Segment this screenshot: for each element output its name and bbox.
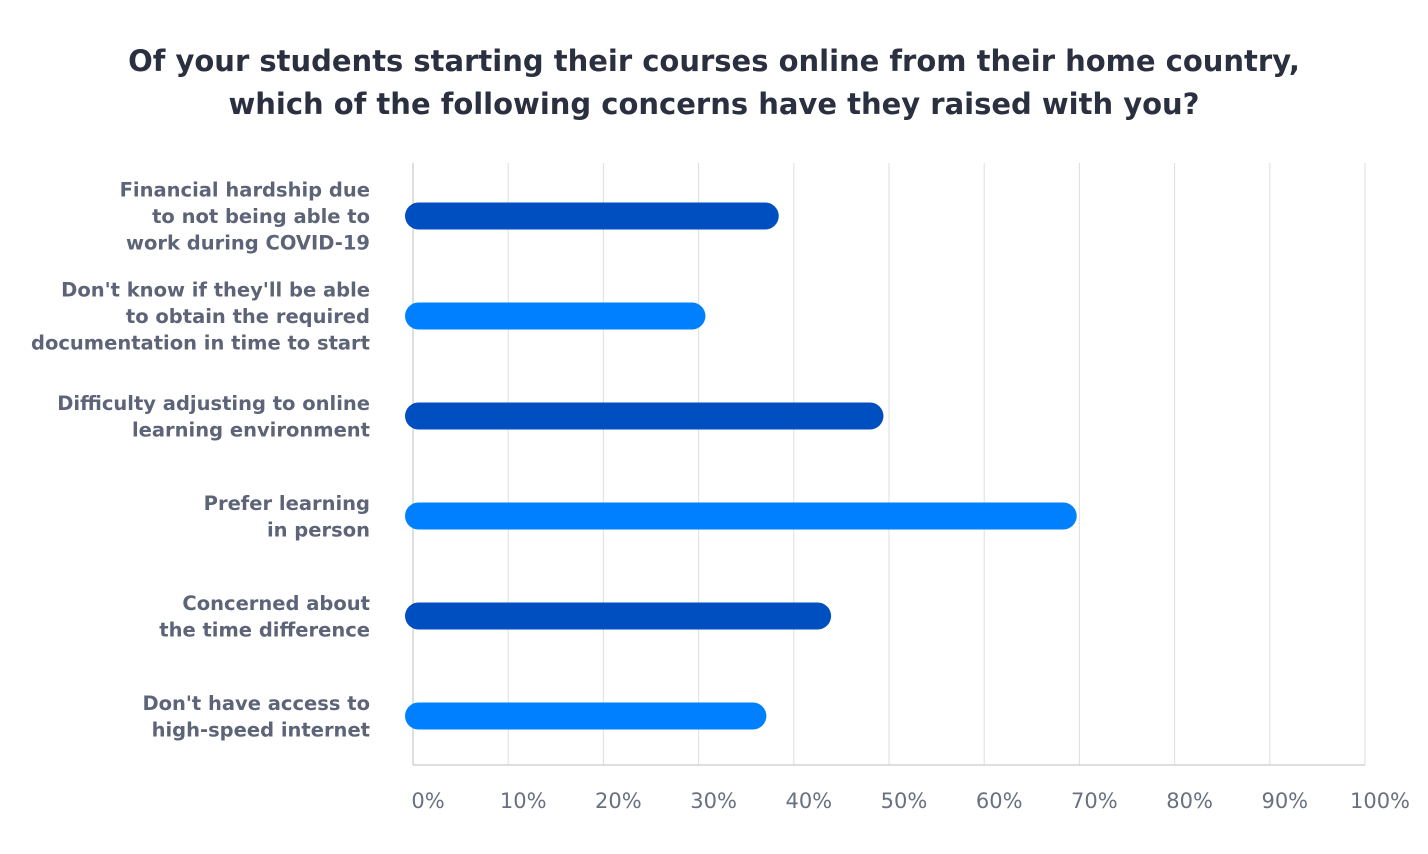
bar [405, 702, 767, 730]
x-tick-label: 20% [595, 789, 642, 813]
category-label: the time difference [159, 618, 370, 641]
category-label: Concerned about [182, 592, 370, 615]
category-label: high-speed internet [152, 718, 370, 741]
x-tick-labels: 0% 10% 20% 30% 40% 50% 60% 70% 80% 90% 100% [411, 789, 1410, 813]
chart-title: Of your students starting their courses … [128, 44, 1300, 121]
x-tick-label: 60% [976, 789, 1023, 813]
x-tick-label: 30% [690, 789, 737, 813]
x-tick-label: 70% [1071, 789, 1118, 813]
bars [405, 202, 1077, 730]
category-label: learning environment [132, 418, 370, 441]
x-tick-label: 80% [1166, 789, 1213, 813]
x-tick-label: 40% [785, 789, 832, 813]
x-tick-label: 90% [1261, 789, 1308, 813]
bar [405, 502, 1077, 530]
x-axis [412, 163, 1365, 766]
category-label: Don't have access to [142, 692, 370, 715]
x-tick-label: 100% [1350, 789, 1410, 813]
category-label: Prefer learning [204, 492, 370, 515]
category-label: Difficulty adjusting to online [57, 392, 370, 415]
category-label: documentation in time to start [31, 332, 370, 355]
category-label: to obtain the required [126, 305, 370, 328]
category-label: work during COVID-19 [126, 232, 370, 255]
category-label: in person [267, 518, 370, 541]
bar [405, 202, 779, 230]
gridlines [507, 163, 1366, 765]
bar [405, 302, 706, 330]
category-label: Financial hardship due [120, 179, 370, 202]
category-label: to not being able to [152, 205, 370, 228]
category-labels: Financial hardship due to not being able … [31, 179, 370, 742]
x-tick-label: 50% [881, 789, 928, 813]
category-label: Don't know if they'll be able [61, 279, 370, 302]
x-tick-label: 0% [411, 789, 444, 813]
bar [405, 602, 832, 630]
bar [405, 402, 884, 430]
x-tick-label: 10% [500, 789, 547, 813]
